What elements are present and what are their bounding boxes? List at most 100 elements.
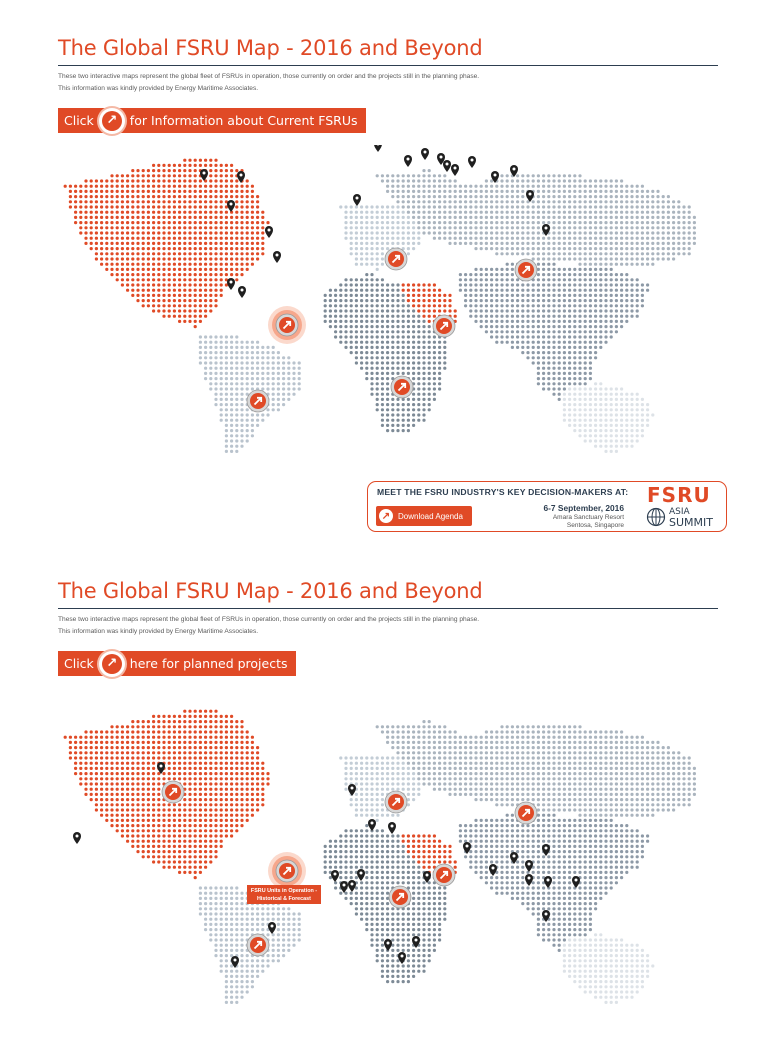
hotspot-arrow-icon[interactable] [391,376,413,398]
map-dot [490,325,493,328]
map-dot [381,798,384,801]
map-dot [646,413,649,416]
map-pin-icon[interactable] [227,278,235,290]
map-dot [521,190,524,193]
current-fsrus-button[interactable]: Click ↗ for Information about Current FS… [58,108,366,133]
map-dot [183,257,186,260]
map-dot [360,762,363,765]
map-dot [558,304,561,307]
map-dot [188,211,191,214]
map-dot [532,736,535,739]
map-dot [402,346,405,349]
map-dot [90,185,93,188]
map-dot [537,777,540,780]
map-dot [199,335,202,338]
map-dot [417,294,420,297]
map-dot [157,200,160,203]
map-dot [417,767,420,770]
map-pin-icon[interactable] [238,286,246,298]
map-dot [126,767,129,770]
map-pin-icon[interactable] [374,145,382,152]
map-dot [604,200,607,203]
map-dot [485,315,488,318]
map-dot [407,231,410,234]
map-dot [235,356,238,359]
map-dot [417,777,420,780]
world-map-current[interactable] [0,145,768,505]
map-dot [220,257,223,260]
map-dot [199,231,202,234]
map-dot [277,356,280,359]
map-dot [240,257,243,260]
map-dot [656,756,659,759]
hotspot-arrow-icon[interactable] [385,248,407,270]
map-dot [438,185,441,188]
map-dot [386,237,389,240]
map-dot [225,231,228,234]
map-dot [188,772,191,775]
map-dot [474,242,477,245]
download-agenda-button[interactable]: ↗ Download Agenda [376,506,472,526]
map-dot [376,408,379,411]
map-dot [636,289,639,292]
map-dot [376,725,379,728]
map-dot [220,788,223,791]
map-dot [204,289,207,292]
map-dot [131,200,134,203]
map-dot [422,419,425,422]
map-dot [662,221,665,224]
map-dot [630,751,633,754]
map-dot [230,174,233,177]
map-dot [610,231,613,234]
map-dot [656,242,659,245]
map-pin-icon[interactable] [404,155,412,167]
map-dot [552,762,555,765]
world-map-planned[interactable] [0,686,768,1046]
hotspot-arrow-icon[interactable] [247,390,269,412]
map-dot [552,263,555,266]
map-dot [204,221,207,224]
hotspot-arrow-icon[interactable] [515,259,537,281]
map-dot [578,304,581,307]
map-dot [402,361,405,364]
hotspot-arrow-icon[interactable] [433,315,455,337]
map-dot [636,263,639,266]
map-dot [516,762,519,765]
map-dot [516,190,519,193]
map-dot [552,237,555,240]
map-dot [547,216,550,219]
map-pin-icon[interactable] [451,164,459,176]
map-dot [209,278,212,281]
map-dot [578,798,581,801]
map-dot [152,715,155,718]
map-dot [235,377,238,380]
map-pin-icon[interactable] [227,200,235,212]
map-pin-icon[interactable] [265,226,273,238]
map-dot [558,398,561,401]
map-dot [558,377,561,380]
map-pin-icon[interactable] [526,190,534,202]
map-pin-icon[interactable] [273,251,281,263]
map-dot [490,320,493,323]
map-dot [558,278,561,281]
map-dot [526,283,529,286]
map-dot [578,320,581,323]
map-dot [578,346,581,349]
map-pin-icon[interactable] [468,156,476,168]
map-pin-icon[interactable] [421,148,429,160]
planned-projects-button[interactable]: Click ↗ here for planned projects [58,651,296,676]
map-dot [428,294,431,297]
map-pin-icon[interactable] [443,160,451,172]
map-pin-icon[interactable] [200,169,208,181]
map-pin-icon[interactable] [353,194,361,206]
map-dot [578,725,581,728]
map-dot [350,221,353,224]
map-dot [225,356,228,359]
map-dot [412,185,415,188]
hotspot-arrow-icon[interactable] [268,306,306,344]
map-dot [157,751,160,754]
map-dot [495,242,498,245]
map-dot [147,289,150,292]
map-dot [235,413,238,416]
map-dot [563,174,566,177]
